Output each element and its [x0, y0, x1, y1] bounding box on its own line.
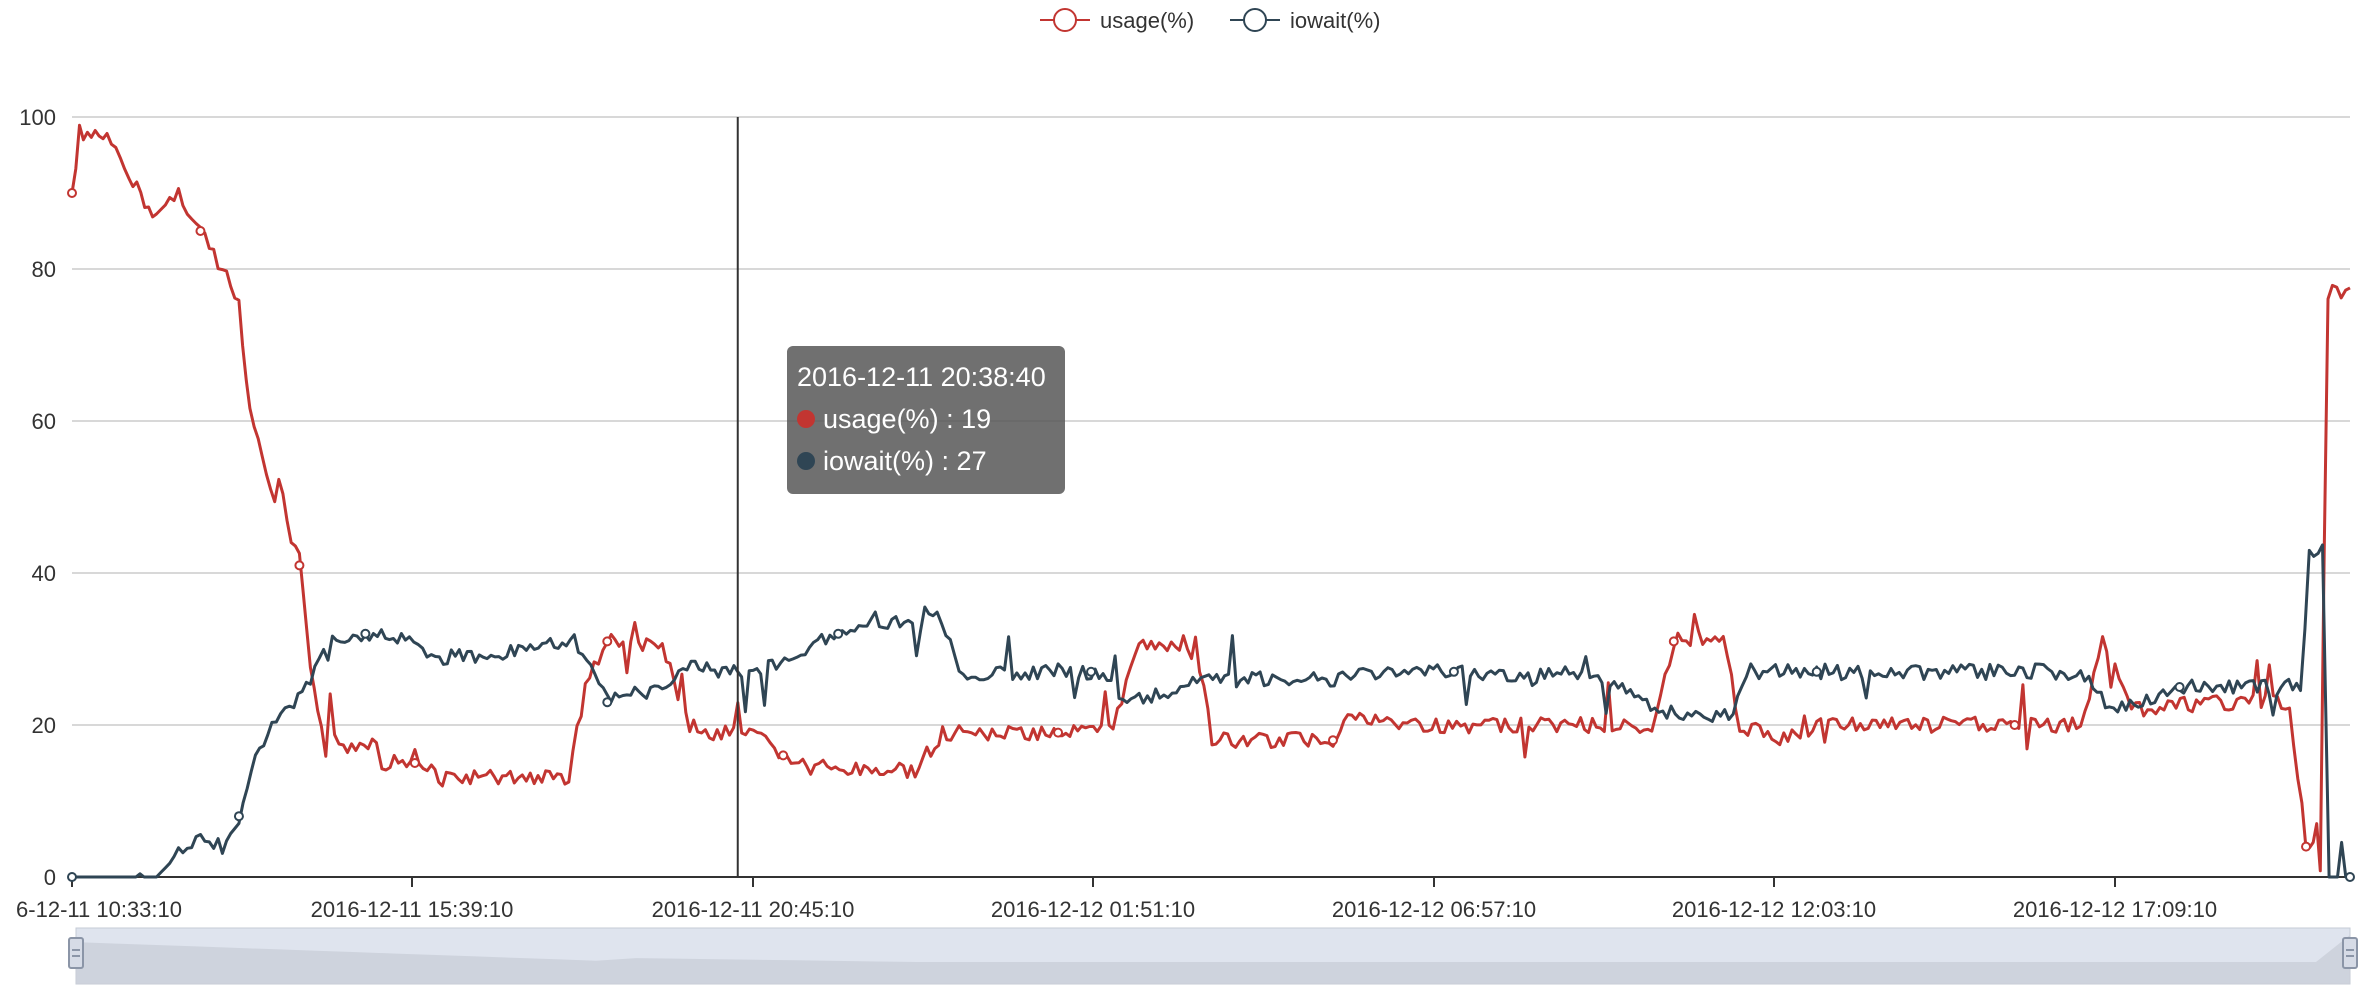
data-point: [833, 628, 844, 639]
series-line-usage: [70, 123, 2351, 873]
y-tick-label: 40: [32, 561, 56, 586]
legend[interactable]: usage(%) iowait(%): [1040, 8, 1380, 33]
legend-item[interactable]: usage(%): [1040, 8, 1194, 33]
data-point: [778, 750, 789, 761]
data-point: [360, 628, 371, 639]
iowait-dot-icon: [797, 451, 815, 470]
data-zoom-slider[interactable]: [68, 927, 2358, 985]
data-point: [1053, 727, 1064, 738]
legend-circle-icon: [1053, 8, 1077, 32]
grid-lines: [72, 116, 2350, 878]
y-tick-label: 80: [32, 257, 56, 282]
usage-dot-icon: [797, 409, 815, 428]
tooltip-separator: :: [938, 404, 962, 434]
data-point: [294, 560, 305, 571]
data-point: [2009, 720, 2020, 730]
data-point: [409, 758, 420, 768]
y-tick-label: 0: [44, 865, 56, 890]
x-tick-label: 2016-12-12 06:57:10: [1332, 897, 1536, 922]
tooltip-separator: :: [934, 446, 957, 476]
tooltip-value: 19: [961, 404, 992, 434]
tooltip-row-usage: usage(%) : 19: [797, 398, 1055, 440]
x-tick-label: 2016-12-12 12:03:10: [1672, 897, 1876, 922]
series-layer: [67, 123, 2355, 882]
x-tick-label: 2016-12-11 20:45:10: [652, 897, 855, 922]
data-point: [233, 811, 244, 822]
data-point: [2301, 841, 2312, 852]
x-tick-label: 2016-12-11 15:39:10: [311, 897, 514, 922]
data-point: [67, 188, 77, 198]
data-point: [2345, 872, 2355, 882]
tooltip-value: 27: [956, 446, 987, 476]
series-line-iowait: [72, 543, 2350, 879]
data-point: [195, 226, 206, 236]
legend-label: usage(%): [1100, 8, 1194, 33]
y-tick-label: 60: [32, 409, 56, 434]
data-point: [1448, 666, 1459, 677]
x-tick-label: 2016-12-12 17:09:10: [2013, 897, 2217, 922]
legend-label: iowait(%): [1290, 8, 1380, 33]
zoom-handle-left[interactable]: [68, 937, 84, 969]
x-axis: 6-12-11 10:33:10 2016-12-11 15:39:10 2016-…: [16, 877, 2217, 922]
y-tick-label: 100: [19, 105, 56, 130]
tooltip-series-name: usage(%): [823, 404, 939, 434]
tooltip-series-name: iowait(%): [823, 446, 935, 476]
data-point: [1811, 666, 1822, 677]
legend-circle-icon: [1243, 8, 1267, 32]
data-point: [67, 872, 77, 882]
tooltip: 2016-12-11 20:38:40 usage(%) : 19 iowait…: [787, 346, 1065, 494]
zoom-handle-right[interactable]: [2342, 937, 2358, 969]
data-point: [602, 636, 613, 647]
data-point: [1668, 636, 1679, 647]
data-point: [1086, 666, 1097, 677]
x-tick-label: 6-12-11 10:33:10: [16, 897, 182, 922]
legend-item[interactable]: iowait(%): [1230, 8, 1380, 33]
zoom-data-shadow: [76, 935, 2350, 984]
data-point: [2174, 682, 2185, 692]
y-axis: 0 20 40 60 80 100: [19, 105, 56, 890]
tooltip-row-iowait: iowait(%) : 27: [797, 440, 1055, 482]
data-point: [602, 697, 613, 708]
y-tick-label: 20: [32, 713, 56, 738]
x-tick-label: 2016-12-12 01:51:10: [991, 897, 1195, 922]
tooltip-title: 2016-12-11 20:38:40: [797, 362, 1046, 392]
data-point: [1327, 735, 1338, 746]
